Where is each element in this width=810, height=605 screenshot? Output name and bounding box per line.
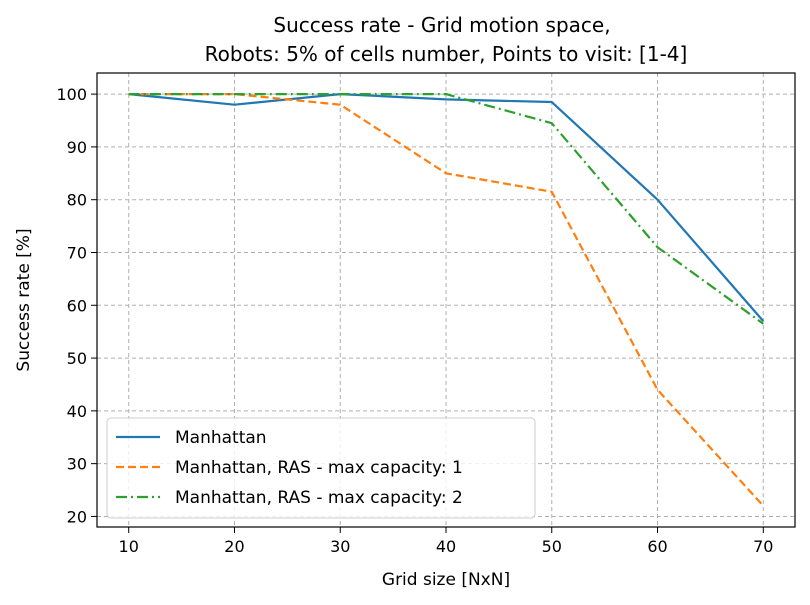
x-tick-label: 50 [542, 537, 562, 556]
y-tick-label: 30 [67, 455, 87, 474]
y-tick-label: 50 [67, 349, 87, 368]
y-axis-label: Success rate [%] [14, 228, 34, 371]
legend-box [106, 417, 536, 519]
legend-label-1: Manhattan [175, 428, 267, 448]
y-tick-label: 20 [67, 507, 87, 526]
legend-label-2: Manhattan, RAS - max capacity: 1 [175, 458, 463, 478]
y-tick-label: 70 [67, 243, 87, 262]
x-tick-label: 20 [224, 537, 244, 556]
y-tick-label: 60 [67, 296, 87, 315]
legend: Manhattan Manhattan, RAS - max capacity: … [106, 417, 536, 519]
series-line-1 [128, 93, 765, 322]
ticks: 10 20 30 40 50 60 70 20 30 40 50 60 70 80 90 100 [56, 85, 773, 556]
y-tick-label: 90 [67, 138, 87, 157]
chart-title-line2: Robots: 5% of cells number, Points to vi… [205, 42, 688, 66]
series-lines [128, 93, 765, 507]
x-tick-label: 10 [119, 537, 139, 556]
x-tick-label: 30 [330, 537, 350, 556]
y-tick-label: 80 [67, 191, 87, 210]
x-tick-label: 70 [753, 537, 773, 556]
series-line-2 [128, 93, 765, 507]
x-tick-label: 60 [647, 537, 667, 556]
y-tick-label: 40 [67, 402, 87, 421]
x-tick-label: 40 [436, 537, 456, 556]
y-tick-label: 100 [56, 85, 87, 104]
chart-title-line1: Success rate - Grid motion space, [273, 13, 610, 37]
x-axis-label: Grid size [NxN] [382, 570, 510, 590]
legend-label-3: Manhattan, RAS - max capacity: 2 [175, 488, 463, 508]
series-line-3 [128, 93, 764, 325]
